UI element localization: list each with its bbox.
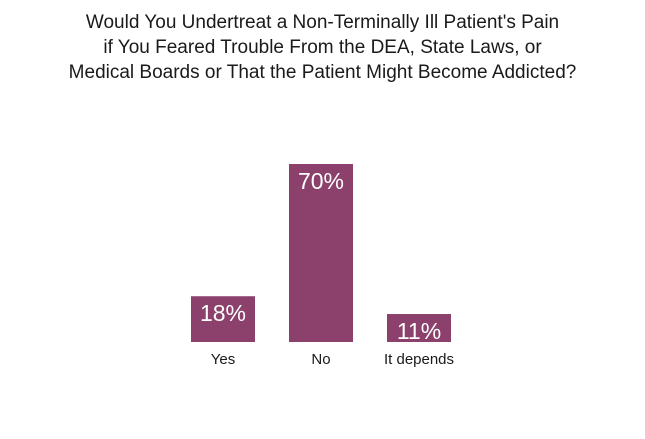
data-label-no: 70% [298, 168, 344, 194]
chart-title-line-3: Medical Boards or That the Patient Might… [68, 62, 577, 83]
chart-title-line-2: if You Feared Trouble From the DEA, Stat… [103, 37, 542, 58]
data-label-it-depends: 11% [397, 318, 441, 344]
bar-it-depends [387, 314, 451, 342]
bar-no [289, 164, 353, 342]
category-label-yes: Yes [211, 351, 235, 368]
category-label-it-depends: It depends [384, 351, 454, 368]
chart-title-line-1: Would You Undertreat a Non-Terminally Il… [85, 12, 560, 33]
bar-yes [191, 296, 255, 342]
chart-title: Would You Undertreat a Non-Terminally Il… [0, 10, 645, 85]
data-label-yes: 18% [200, 300, 246, 326]
category-label-no: No [311, 351, 330, 368]
